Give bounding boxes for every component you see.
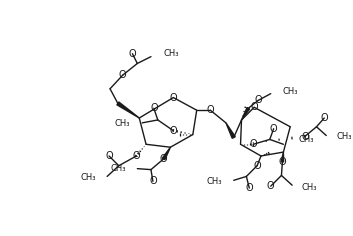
Text: O: O — [250, 102, 258, 112]
Polygon shape — [117, 102, 139, 118]
Polygon shape — [241, 108, 250, 120]
Text: CH₃: CH₃ — [337, 132, 352, 141]
Polygon shape — [162, 147, 170, 160]
Text: O: O — [254, 96, 262, 105]
Text: CH₃: CH₃ — [163, 49, 179, 58]
Text: CH₃: CH₃ — [302, 183, 317, 192]
Text: CH₃: CH₃ — [207, 177, 222, 186]
Text: CH₃: CH₃ — [282, 87, 298, 96]
Text: CH₃: CH₃ — [81, 173, 96, 182]
Text: O: O — [279, 157, 286, 167]
Text: O: O — [249, 139, 257, 149]
Text: O: O — [321, 113, 328, 123]
Text: O: O — [301, 131, 309, 142]
Text: CH₃: CH₃ — [298, 135, 313, 144]
Text: CH₃: CH₃ — [110, 164, 126, 173]
Text: O: O — [270, 124, 277, 134]
Text: O: O — [207, 105, 214, 115]
Text: O: O — [128, 49, 136, 59]
Text: O: O — [160, 154, 167, 164]
Text: O: O — [169, 93, 177, 103]
Text: O: O — [149, 176, 157, 186]
Text: O: O — [253, 161, 261, 171]
Text: O: O — [245, 183, 253, 193]
Text: O: O — [150, 103, 158, 113]
Text: O: O — [132, 151, 140, 161]
Polygon shape — [281, 152, 283, 162]
Text: O: O — [105, 151, 113, 161]
Text: CH₃: CH₃ — [115, 119, 131, 128]
Polygon shape — [226, 123, 235, 138]
Text: O: O — [267, 181, 275, 191]
Text: O: O — [119, 70, 126, 80]
Text: O: O — [169, 126, 177, 136]
